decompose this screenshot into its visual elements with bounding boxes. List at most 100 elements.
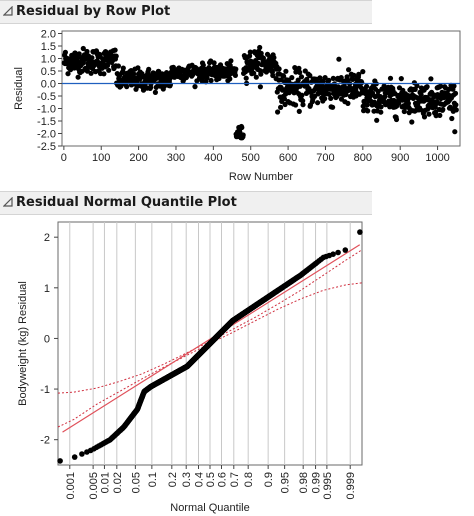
x-tick-label: 600 (279, 152, 297, 164)
residual-normal-quantile-header[interactable]: Residual Normal Quantile Plot (0, 191, 372, 215)
data-point (75, 74, 81, 80)
data-point (428, 76, 434, 82)
data-point (357, 229, 363, 235)
data-point (351, 72, 357, 78)
data-point (378, 104, 384, 110)
data-point (84, 48, 90, 55)
x-tick-label: 0.005 (88, 472, 100, 500)
data-point (418, 91, 424, 98)
x-tick-label: 0.8 (243, 472, 255, 487)
y-tick-label: 1 (44, 283, 50, 295)
y-tick-label: 0.0 (41, 79, 56, 91)
data-point (335, 249, 341, 256)
data-point (415, 100, 421, 106)
data-point (240, 132, 246, 138)
x-tick-label: 0.999 (345, 472, 357, 500)
data-point (350, 76, 356, 82)
x-tick-label: 0.3 (181, 472, 193, 487)
data-point (152, 89, 158, 95)
data-point (307, 72, 313, 79)
data-point (101, 71, 107, 77)
data-point (433, 113, 439, 119)
disclosure-triangle-icon[interactable] (3, 197, 13, 207)
data-point (278, 104, 284, 110)
x-tick-label: 300 (167, 152, 185, 164)
y-tick-label: 2.0 (41, 29, 56, 41)
x-axis-label: Normal Quantile (170, 502, 249, 514)
x-tick-label: 0.9 (263, 472, 275, 487)
x-tick-label: 0.98 (298, 472, 310, 493)
y-tick-label: 0.5 (41, 66, 56, 78)
x-tick-label: 400 (204, 152, 222, 164)
data-point (375, 88, 381, 95)
data-point (115, 63, 121, 69)
data-point (296, 65, 302, 71)
data-point (358, 84, 364, 91)
data-point (378, 109, 384, 115)
data-point (208, 77, 214, 84)
data-point (243, 75, 249, 81)
data-point (326, 91, 332, 97)
data-point (300, 102, 306, 108)
data-point (289, 75, 295, 81)
x-tick-label: 500 (242, 152, 260, 164)
data-point (452, 129, 458, 135)
data-point (276, 66, 282, 72)
data-point (405, 100, 411, 106)
data-point (298, 74, 305, 80)
data-point (57, 458, 63, 464)
data-point (281, 96, 287, 102)
y-axis-label: Bodyweight (kg) Residual (17, 281, 29, 406)
data-point (283, 68, 289, 74)
data-point (342, 247, 349, 253)
data-point (346, 67, 352, 73)
y-tick-label: -2.0 (37, 129, 56, 141)
data-point (292, 65, 298, 71)
data-point (76, 51, 82, 57)
data-point (336, 56, 342, 62)
x-tick-label: 0.7 (229, 472, 241, 487)
residual-by-row-plot: -2.5-2.0-1.5-1.0-0.50.00.51.01.52.0 0 100 2… (13, 29, 461, 183)
x-tick-label: 0.1 (147, 472, 159, 487)
data-point (364, 83, 370, 89)
data-point (257, 84, 263, 90)
y-tick-label: 0 (44, 333, 50, 345)
data-point (271, 55, 277, 61)
data-point (315, 100, 321, 106)
y-tick-label: -1.5 (37, 116, 56, 128)
data-points (57, 229, 363, 464)
x-tick-label: 0 (61, 152, 67, 164)
data-point (374, 117, 380, 123)
data-point (79, 451, 85, 457)
data-point (300, 98, 306, 104)
data-point (253, 74, 259, 80)
data-point (330, 251, 336, 257)
data-point (424, 84, 430, 90)
data-point (299, 92, 305, 98)
residual-by-row-title: Residual by Row Plot (16, 4, 171, 19)
x-tick-label: 1000 (425, 152, 449, 164)
data-point (131, 71, 137, 77)
residual-by-row-header[interactable]: Residual by Row Plot (0, 0, 372, 24)
data-point (247, 53, 253, 59)
data-point (227, 76, 233, 82)
data-point (106, 67, 112, 73)
data-point (89, 55, 95, 61)
data-point (345, 100, 351, 106)
x-tick-label: 800 (354, 152, 372, 164)
data-point (281, 73, 287, 79)
data-point (105, 62, 111, 68)
data-point (453, 107, 459, 113)
data-point (360, 69, 366, 75)
residual-normal-quantile-title: Residual Normal Quantile Plot (16, 195, 237, 210)
x-tick-label: 0.05 (130, 472, 142, 493)
data-point (359, 80, 365, 86)
y-tick-label: -1 (40, 384, 50, 396)
data-point (228, 58, 234, 64)
y-tick-label: -2.5 (37, 141, 56, 153)
x-tick-label: 0.995 (322, 472, 334, 500)
y-tick-label: 1.5 (41, 41, 56, 53)
disclosure-triangle-icon[interactable] (3, 6, 13, 16)
x-tick-label: 0.6 (216, 472, 228, 487)
data-point (440, 106, 446, 113)
